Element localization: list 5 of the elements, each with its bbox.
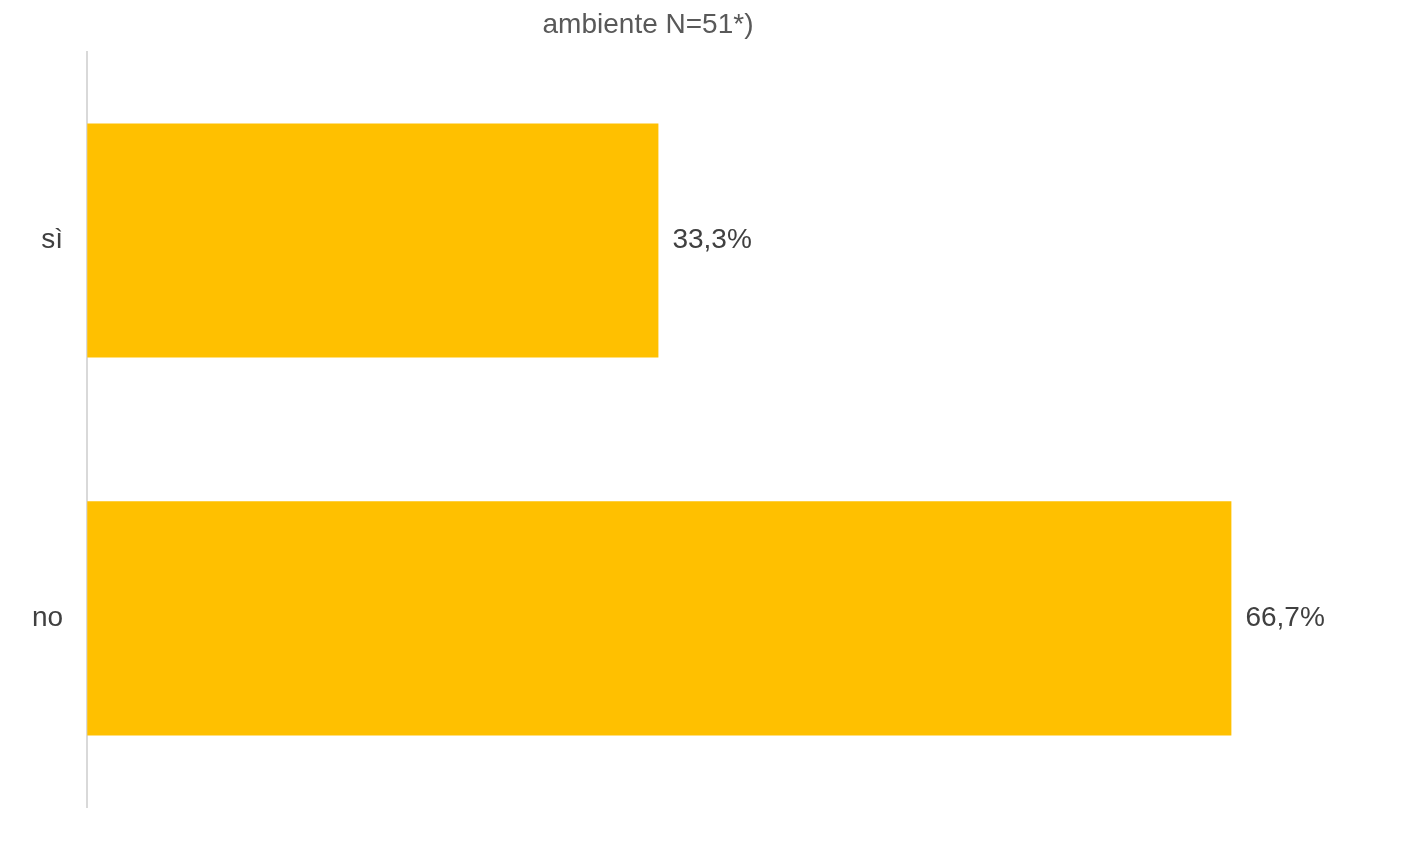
chart-title: ambiente N=51*): [542, 7, 754, 39]
y-tick-label: no: [31, 601, 64, 633]
data-label: 33,3%: [672, 223, 752, 255]
data-label: 66,7%: [1245, 601, 1325, 633]
y-tick-label: sì: [41, 223, 64, 255]
